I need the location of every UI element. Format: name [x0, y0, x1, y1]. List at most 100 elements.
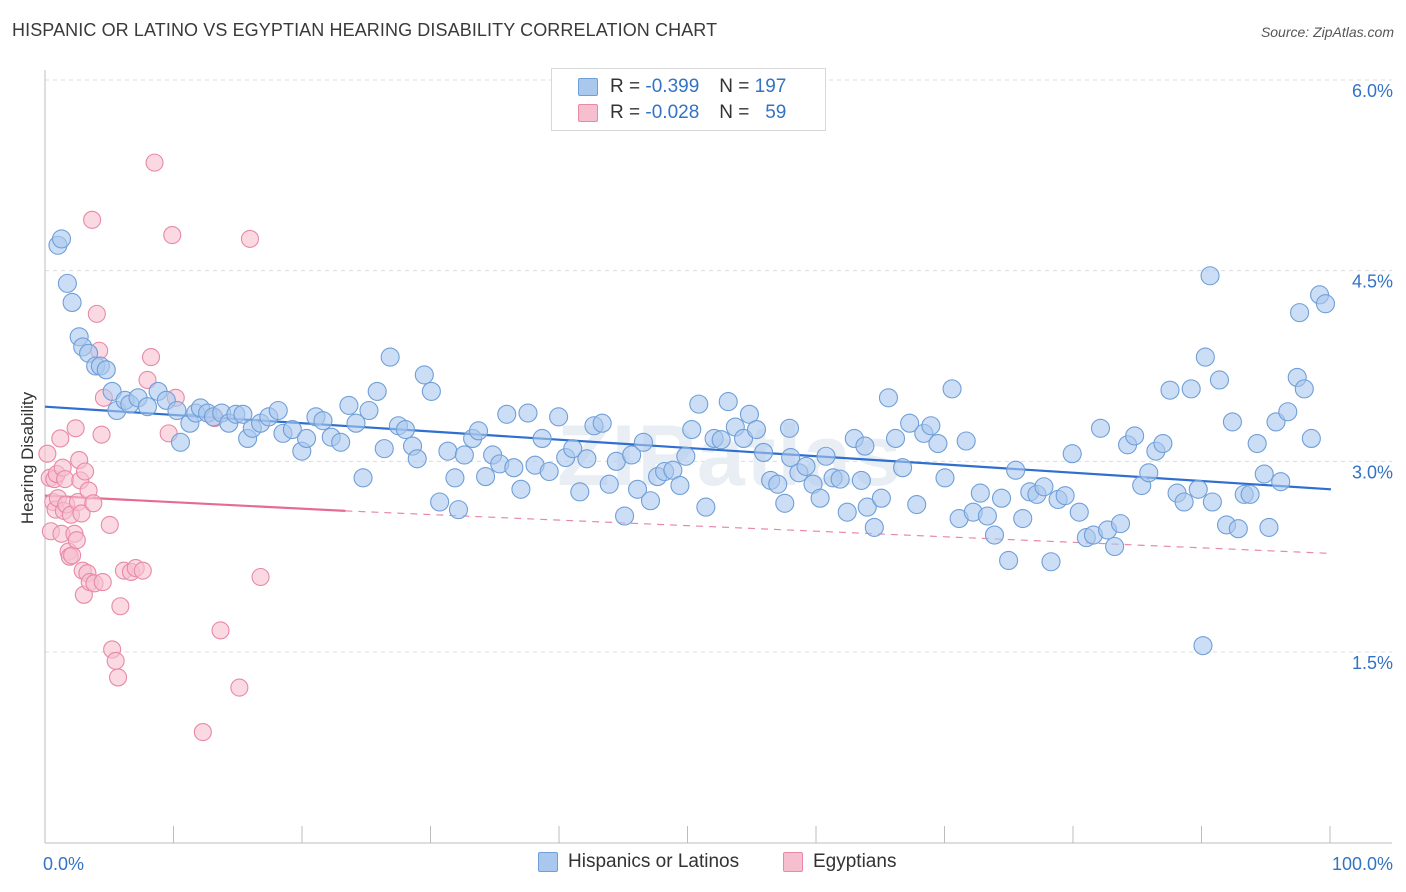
hispanic-point: [339, 395, 359, 415]
legend-n-label: N =: [719, 102, 750, 123]
legend-n-label: N =: [719, 76, 750, 97]
hispanic-point: [871, 488, 891, 508]
hispanic-point: [359, 400, 379, 421]
hispanic-point: [1247, 433, 1267, 454]
hispanic-point: [539, 461, 559, 482]
hispanic-point: [878, 388, 898, 408]
egyptian-point: [66, 419, 85, 438]
egyptian-point: [138, 370, 157, 390]
hispanic-point: [282, 420, 302, 440]
y-tick-label: 6.0%: [1352, 81, 1393, 101]
hispanic-point: [696, 497, 716, 517]
hispanic-point: [746, 420, 767, 440]
hispanic-point: [1222, 412, 1242, 432]
hispanic-point: [233, 404, 253, 424]
series-swatch-hispanic: [538, 852, 558, 872]
hispanic-point: [615, 506, 635, 526]
hispanic-point: [1181, 379, 1201, 399]
hispanic-point: [313, 411, 333, 431]
hispanic-point: [627, 479, 648, 499]
hispanic-point: [956, 431, 976, 451]
egyptian-point: [251, 567, 270, 587]
y-tick-label: 3.0%: [1352, 462, 1393, 482]
hispanic-point: [682, 420, 702, 440]
hispanic-point: [167, 400, 187, 421]
hispanic-point: [1055, 486, 1075, 506]
hispanic-point: [1193, 636, 1213, 656]
chart-title: HISPANIC OR LATINO VS EGYPTIAN HEARING D…: [12, 20, 718, 40]
hispanic-point: [1174, 492, 1194, 512]
tick-labels: 1.5% 3.0% 4.5% 6.0% 0.0% 100.0%: [43, 81, 1393, 874]
hispanic-point: [414, 365, 434, 385]
hispanic-point: [837, 502, 857, 522]
egyptian-point: [133, 561, 152, 580]
hispanic-point: [137, 397, 158, 417]
hispanic-point: [1254, 464, 1274, 484]
hispanic-point: [532, 428, 552, 449]
hispanic-point: [331, 432, 351, 452]
hispanic-point: [445, 468, 465, 488]
series-swatch-egyptian: [783, 852, 803, 872]
hispanic-point: [864, 517, 884, 537]
legend-row-egyptian: R = -0.028 N = 59: [578, 101, 786, 125]
y-tick-label: 1.5%: [1352, 653, 1393, 673]
hispanic-point: [622, 445, 642, 465]
hispanic-point: [1228, 519, 1248, 539]
x-tick-label: 0.0%: [43, 854, 84, 874]
hispanic-point: [781, 447, 801, 468]
hispanic-point: [830, 469, 850, 489]
hispanic-point: [670, 475, 690, 496]
legend-n-value: 59: [765, 102, 787, 123]
hispanic-point: [857, 497, 877, 517]
egyptian-point: [51, 429, 70, 448]
hispanic-point: [1153, 433, 1173, 454]
legend-swatch-egyptian: [578, 104, 598, 122]
correlation-legend: R = -0.399 N = 197 R = -0.028 N = 59: [551, 68, 826, 131]
hispanic-point: [577, 449, 597, 469]
hispanic-point: [851, 470, 871, 490]
hispanic-point: [1209, 370, 1230, 390]
data-points: [38, 153, 1336, 742]
hispanic-point: [885, 428, 906, 449]
hispanic-point: [57, 273, 77, 293]
hispanic-point: [1013, 508, 1033, 529]
egyptian-point: [76, 462, 95, 481]
egyptian-point: [72, 504, 91, 523]
hispanic-point: [1160, 380, 1180, 400]
hispanic-point: [468, 421, 489, 441]
hispanic-point: [775, 493, 795, 513]
egyptian-point: [111, 597, 130, 616]
hispanic-point: [1271, 472, 1291, 492]
hispanic-point: [1125, 426, 1145, 446]
hispanic-point: [96, 360, 116, 380]
hispanic-point: [268, 400, 288, 421]
hispanic-point: [421, 381, 441, 401]
hispanic-point: [633, 432, 653, 452]
hispanic-point: [62, 292, 82, 312]
hispanic-point: [893, 458, 913, 478]
hispanic-point: [935, 468, 955, 488]
egyptian-point: [240, 229, 260, 248]
hispanic-point: [1188, 479, 1208, 499]
hispanic-point: [640, 491, 661, 511]
egyptian-point: [108, 668, 128, 687]
hispanic-point: [1301, 428, 1321, 449]
hispanic-point: [970, 483, 990, 503]
hispanic-point: [1062, 444, 1082, 464]
hispanic-point: [518, 403, 538, 423]
hispanic-point: [367, 381, 387, 401]
chart-source: Source: ZipAtlas.com: [1260, 24, 1394, 40]
hispanic-point: [438, 441, 458, 461]
hispanic-point: [999, 550, 1019, 571]
hispanic-point: [810, 488, 830, 508]
hispanic-point: [718, 392, 738, 412]
hispanic-point: [768, 474, 788, 494]
hispanic-point: [353, 468, 373, 488]
egyptian-point: [145, 153, 164, 172]
legend-row-hispanic: R = -0.399 N = 197: [578, 75, 786, 99]
egyptian-point: [84, 494, 103, 513]
hispanic-point: [407, 449, 427, 469]
egyptian-point: [67, 531, 86, 550]
hispanic-point: [170, 432, 191, 452]
egyptian-trend-line-extension: [345, 510, 1331, 554]
